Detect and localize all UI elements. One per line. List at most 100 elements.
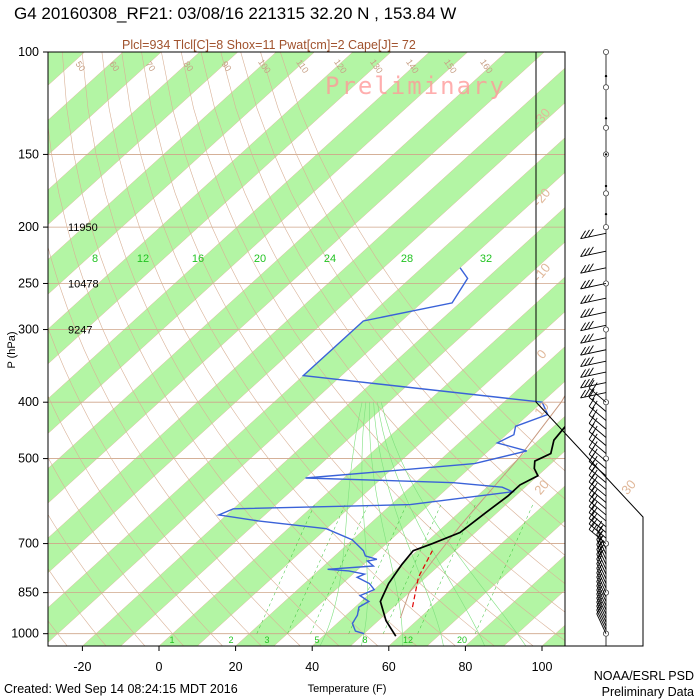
wind-barb-feather [580,389,586,399]
wind-barb-staff [596,597,607,619]
wind-barb-staff [580,360,607,367]
wind-barb-feather [596,525,603,535]
mixing-ratio-label: 24 [324,253,336,265]
x-tick-label: 20 [229,660,243,674]
moist-adiabat [360,402,368,646]
y-tick-label: 100 [18,45,39,59]
dry-adiabat [62,52,379,646]
wind-barb-feather [588,246,594,256]
mixing-ratio-label: 28 [401,253,413,265]
x-tick-label: -20 [73,660,91,674]
y-tick-label: 200 [18,220,39,234]
isotherm-line [82,206,565,646]
wind-barb-feather [584,334,590,343]
wind-barb-feather [580,230,586,239]
isotherm-line [273,381,565,646]
dry-adiabat [200,52,565,585]
y-tick-label: 400 [18,395,39,409]
wind-barb-staff [588,474,607,490]
wind-barb-feather [584,368,590,377]
wind-barb-staff [588,405,607,421]
mixing-ratio-label: 12 [137,253,149,265]
wind-barb-staff [588,446,607,462]
wind-dot [604,117,608,120]
dry-adiabat [141,52,534,646]
moist-adiabat [380,402,527,646]
wind-barb-staff [580,283,607,290]
wind-dot [604,212,608,216]
isotherm-band [48,137,565,643]
isotherm-line [48,52,430,400]
isotherm-band [48,67,565,573]
moist-adiabat [319,402,363,646]
wind-barb-feather [580,280,586,290]
isotherm-line [48,52,507,469]
wind-barb-staff [588,397,607,412]
y-tick-label: 500 [18,452,39,466]
lcl-path [411,550,433,608]
x-tick-label: 0 [156,660,163,674]
wind-barb-staff [596,605,607,627]
wind-barb-feather [584,357,590,366]
wind-barb-staff [588,494,607,510]
wind-barb-feather [584,388,590,398]
wind-barb-feather [588,356,594,366]
wind-barb-staff [580,250,607,258]
isotherm-line [350,450,565,646]
wind-level-marker [603,455,610,462]
y-tick-label: 850 [18,586,39,600]
wind-barb-staff [596,585,607,606]
wind-barb-feather [584,321,590,331]
wind-barb-staff [588,438,607,454]
wind-barb-staff [580,371,607,378]
wind-level-marker [603,190,610,197]
wind-barb-feather [591,433,598,443]
isotherm-band [542,625,565,646]
mixing-ratio-label-bottom: 12 [403,635,413,645]
sounding-indices: Plcl=934 Tlcl[C]=8 Shox=11 Pwat[cm]=2 Ca… [122,38,416,52]
y-tick-label: 1000 [11,627,39,641]
mixing-ratio-label-bottom: 20 [457,635,467,645]
isotherm-band [619,52,700,646]
wind-barb-feather [588,521,595,530]
wind-barb-feather [580,346,586,356]
isotherm-label-right: 20 [531,477,552,498]
isotherm-line [48,52,162,156]
wind-dot [604,153,608,156]
dry-adiabat [81,52,417,646]
wind-dot [604,74,608,78]
footer-credits: NOAA/ESRL PSD Preliminary Data [594,668,694,700]
wind-barb-feather [588,228,594,238]
wind-level-marker [603,630,610,637]
mixing-ratio-label-bottom: 5 [314,635,319,645]
isotherm-line [48,52,200,191]
wind-panel-border [535,52,644,647]
wind-barb-staff [580,349,607,356]
wind-barb-staff [596,567,607,589]
chart-title: G4 20160308_RF21: 03/08/16 221315 32.20 … [14,4,457,23]
wind-barb-feather [580,369,586,378]
wind-barb-staff [580,382,607,389]
wind-barb-staff [596,589,607,611]
wind-barb-feather [588,406,595,416]
wind-barb-feather [584,264,590,273]
wind-barb-panel [535,49,644,647]
temperature-trace [379,424,565,637]
mixing-ratio-label: 16 [192,253,204,265]
wind-barb-staff [596,613,607,634]
isotherm-band [695,52,700,646]
wind-barb-staff [588,387,607,403]
wind-barb-feather [580,309,586,318]
mixing-ratio-label: 32 [480,253,492,265]
dry-adiabat [121,52,495,646]
wind-barb-feather [588,379,595,389]
wind-barb-staff [588,461,607,477]
wind-dot [604,184,608,188]
isotherm-line [619,52,700,646]
status-label: Preliminary Data [601,685,694,699]
isotherm-line [48,102,565,574]
wind-barb-feather [591,417,598,427]
wind-barb-feather [591,523,598,533]
isotherm-line [158,276,565,646]
